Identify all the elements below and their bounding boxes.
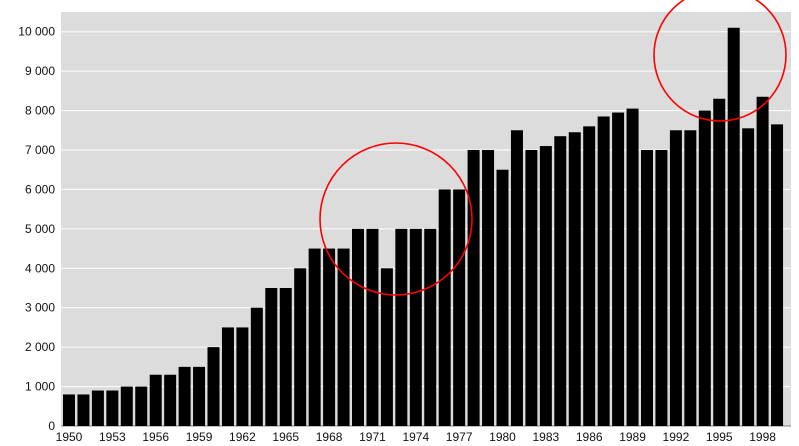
x-tick-label: 1983 [532,430,559,444]
bar-1997 [742,128,755,427]
x-tick-label: 1950 [56,430,83,444]
x-tick-label: 1995 [706,430,733,444]
x-tick-label: 1959 [186,430,213,444]
bar-1953 [106,390,119,426]
bar-1999 [771,124,784,426]
annotation-circle [653,0,787,122]
x-tick-label: 1971 [359,430,386,444]
x-tick-label: 1980 [489,430,516,444]
bar-1970 [352,228,364,426]
y-tick-label: 3 000 [25,301,55,315]
bar-1958 [178,366,191,426]
y-tick-label: 0 [48,419,55,433]
annotation-circles [319,0,787,296]
x-axis-ticks: 1950 1953 1956 1959 1962 1965 1968 1971 1974 1977… [56,430,777,444]
bar-1977 [453,189,466,426]
bar-1966 [294,268,307,426]
x-tick-label: 1998 [749,430,776,444]
bar-1967 [308,248,321,426]
bar-1956 [149,374,162,426]
x-tick-label: 1956 [142,430,169,444]
bar-1975 [424,228,437,426]
bar-1973 [395,228,408,426]
bar-1980 [496,169,509,426]
bar-1994 [698,110,711,427]
x-tick-label: 1974 [402,430,429,444]
x-tick-label: 1977 [446,430,473,444]
bar-1959 [193,366,206,426]
x-tick-label: 1968 [316,430,343,444]
x-tick-label: 1965 [272,430,299,444]
x-tick-label: 1962 [229,430,256,444]
bar-1986 [583,126,596,426]
y-tick-label: 9 000 [25,64,55,78]
bar-1988 [612,112,625,427]
y-tick-label: 7 000 [25,143,55,157]
bar-1991 [655,150,668,426]
y-tick-label: 6 000 [25,182,55,196]
bar-1965 [279,288,292,426]
bar-1976 [438,189,451,426]
bar-1952 [91,390,104,426]
bar-1954 [120,386,133,426]
x-tick-label: 1992 [663,430,690,444]
y-tick-label: 4 000 [25,261,55,275]
bar-1983 [539,146,552,427]
bar-1969 [337,248,350,426]
bar-1968 [323,248,336,426]
bar-1960 [207,347,220,426]
bar-1984 [554,136,567,426]
y-tick-label: 5 000 [25,222,55,236]
bar-1978 [467,150,480,426]
bar-1963 [250,307,263,426]
bar-1995 [713,98,726,426]
bar-1972 [380,268,393,426]
bar-series [63,27,784,427]
bar-1971 [366,228,379,426]
x-tick-label: 1986 [576,430,603,444]
bar-1990 [641,150,653,426]
bar-1974 [409,228,422,426]
x-tick-label: 1953 [99,430,126,444]
bar-1987 [597,116,610,426]
y-tick-label: 8 000 [25,104,55,118]
bar-1961 [221,327,234,426]
bar-1989 [626,108,639,426]
y-axis-ticks: 0 1 000 2 000 3 000 4 000 5 000 6 000 7 000 8 00… [18,25,55,433]
bar-1964 [265,288,278,426]
bar-1951 [77,394,90,426]
bar-1992 [669,130,682,427]
annotation-circle [319,142,473,296]
bar-1993 [684,130,697,427]
x-tick-label: 1989 [619,430,646,444]
bar-1955 [135,386,148,426]
bar-1982 [525,150,538,426]
y-tick-label: 2 000 [25,340,55,354]
bar-1979 [482,150,495,426]
bar-1950 [63,394,75,426]
bar-1998 [756,96,769,427]
bar-1985 [568,132,581,426]
bar-1981 [510,130,523,427]
bar-1962 [236,327,249,426]
y-tick-label: 10 000 [18,25,55,39]
bar-1957 [164,374,177,426]
y-tick-label: 1 000 [25,380,55,394]
bar-1996 [727,27,740,427]
